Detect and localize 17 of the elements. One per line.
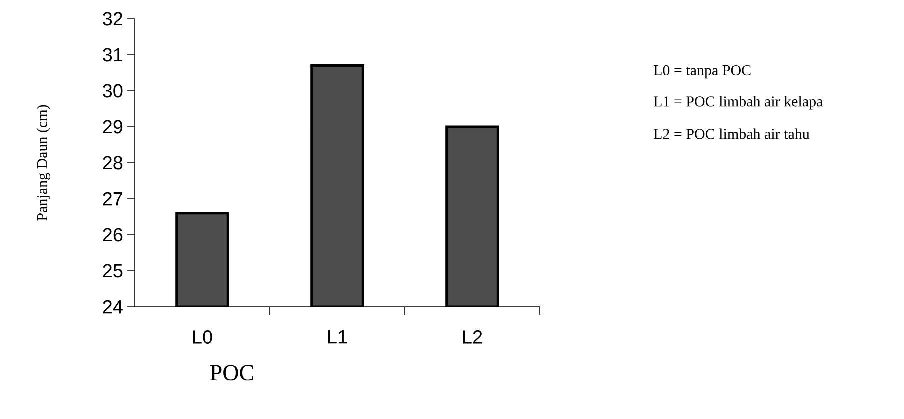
y-tick-label: 29 (103, 120, 123, 134)
x-tick-label: L2 (463, 330, 482, 344)
x-tick-label: L1 (328, 330, 348, 344)
y-tick-label: 27 (103, 192, 123, 206)
y-tick-label: 24 (103, 300, 123, 314)
text: L1 = POC limbah air kelapa (654, 96, 824, 110)
y-tick-label: 26 (103, 228, 123, 242)
y-tick-label: 32 (103, 12, 123, 26)
text: L0 = tanpa POC (654, 65, 751, 79)
x-tick-label: L0 (193, 330, 212, 344)
y-tick-label: 30 (103, 84, 123, 98)
y-tick-label: 28 (103, 156, 123, 170)
text: L2 = POC limbah air tahu (654, 128, 810, 140)
x-axis-title: POC (210, 365, 254, 381)
y-axis-title: Panjang Daun (cm) (36, 105, 50, 221)
y-tick-label: 31 (103, 48, 123, 62)
y-tick-label: 25 (103, 264, 123, 278)
